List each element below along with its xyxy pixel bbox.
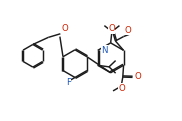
Text: O: O [125,26,132,35]
Text: O: O [135,72,141,81]
Text: O: O [109,24,115,34]
Text: N: N [101,45,108,55]
Text: O: O [62,24,68,33]
Text: O: O [118,84,125,93]
Text: F: F [66,78,71,87]
